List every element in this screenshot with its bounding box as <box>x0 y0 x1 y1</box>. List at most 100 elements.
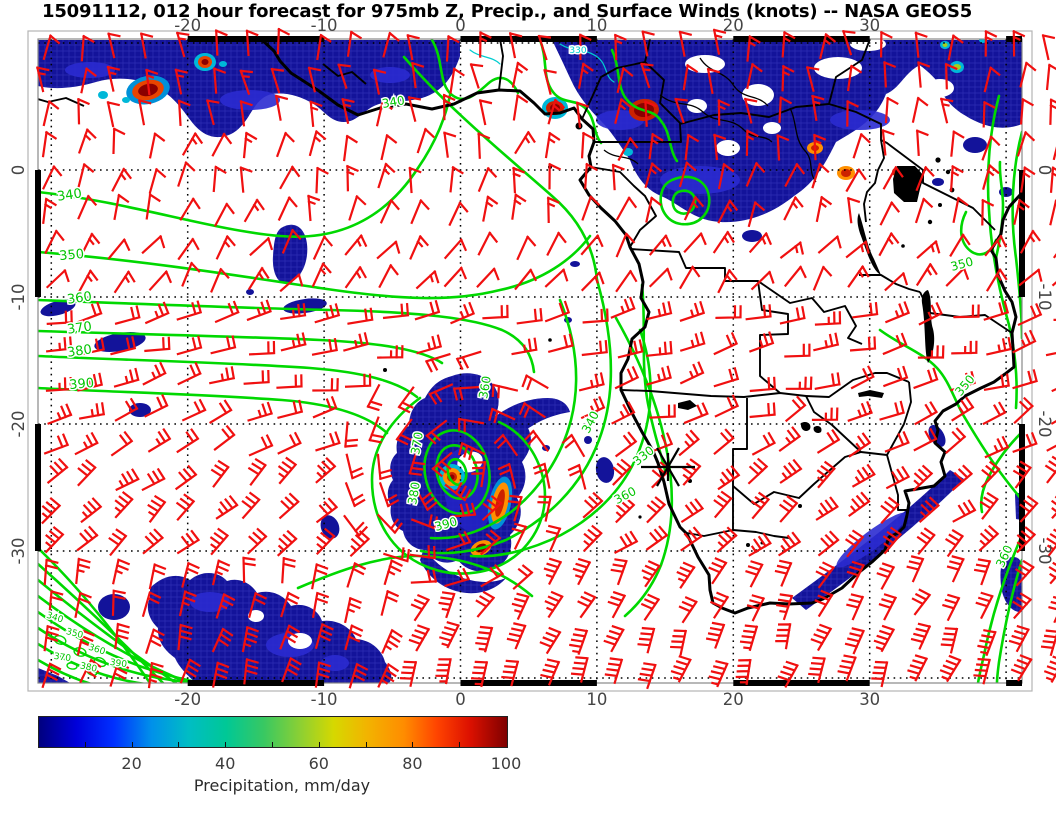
wind-barb <box>779 306 806 325</box>
axis-labels: -20 -20 -10 -10 0 0 10 10 20 20 30 30 0 0 -10 -10 -20 -20… <box>9 16 1054 709</box>
wind-barb <box>415 269 440 290</box>
wind-barb <box>507 494 523 522</box>
wind-barb <box>545 524 562 553</box>
wind-barb <box>181 398 207 422</box>
map-plot: 340 350 360 370 380 390 340 360 370 380 390 340 330 3… <box>9 16 1056 709</box>
wind-barb <box>1046 444 1056 452</box>
wind-barb <box>446 530 472 552</box>
wind-barb <box>1012 29 1026 57</box>
wind-barb <box>878 593 898 621</box>
wind-barb <box>407 96 422 122</box>
wind-barb <box>680 526 703 552</box>
wind-barb <box>717 162 735 190</box>
wind-barb <box>114 397 139 422</box>
colorbar-tick-label: 100 <box>490 754 522 773</box>
wind-barb <box>603 624 625 653</box>
wind-barb <box>739 624 759 652</box>
colorbar-minor-tick <box>131 742 133 747</box>
contour-label: 370 <box>53 652 72 664</box>
wind-barb <box>491 383 519 399</box>
wind-barb <box>344 373 372 388</box>
wind-barb <box>716 526 738 554</box>
wind-barb <box>148 563 167 590</box>
wind-barb <box>743 97 758 124</box>
wind-barb <box>584 162 598 190</box>
wind-barb <box>643 100 658 127</box>
wind-barb <box>46 310 73 325</box>
wind-barb <box>914 197 934 224</box>
wind-barb <box>982 163 1000 190</box>
wind-barb <box>945 427 967 455</box>
wind-barb <box>846 560 865 589</box>
wind-barb <box>212 165 227 193</box>
wind-barb <box>846 593 865 621</box>
wind-barb <box>344 234 368 256</box>
wind-barb <box>683 195 705 221</box>
wind-barb <box>344 481 366 508</box>
wind-barb <box>111 558 131 585</box>
wind-barb <box>544 300 571 323</box>
wind-barb <box>277 196 298 221</box>
lon-axis-label-top: 20 <box>723 16 744 35</box>
wind-barb <box>950 370 976 392</box>
wind-barb <box>516 235 537 261</box>
wind-barb <box>206 99 220 126</box>
wind-barb <box>425 419 448 445</box>
wind-barb <box>175 31 190 58</box>
wind-barb <box>115 468 140 492</box>
plot-window-border <box>27 30 1033 692</box>
wind-barb <box>380 589 400 616</box>
wind-barb <box>343 332 369 352</box>
wind-barb <box>243 658 259 685</box>
wind-barb <box>779 458 803 484</box>
wind-barb <box>951 340 978 355</box>
wind-barb <box>819 32 837 60</box>
wind-barb <box>41 130 58 158</box>
wind-barb <box>247 401 273 422</box>
wind-barb <box>985 268 1008 292</box>
wind-barb <box>475 590 496 618</box>
wind-barb <box>815 496 839 521</box>
wind-barb <box>914 401 938 426</box>
wind-barb <box>570 656 589 683</box>
wind-barb <box>544 268 569 288</box>
wind-barb <box>314 303 341 324</box>
wind-barb <box>213 424 236 451</box>
wind-barb <box>344 624 364 651</box>
wind-barb <box>984 435 1010 459</box>
wind-barb <box>106 101 121 128</box>
wind-barb <box>917 345 945 359</box>
lat-axis-label-left: -30 <box>9 538 28 565</box>
wind-barb <box>311 591 330 618</box>
wind-barb <box>210 267 230 293</box>
wind-barb <box>849 336 877 352</box>
wind-barb <box>717 268 738 294</box>
colorbar-minor-tick <box>365 742 367 747</box>
lon-axis-label-bottom: -10 <box>311 690 338 709</box>
wind-barb <box>878 232 900 257</box>
wind-barb <box>817 530 840 557</box>
wind-barb <box>781 30 796 58</box>
wind-barb <box>277 431 302 455</box>
star-marker <box>641 447 695 487</box>
wind-barb <box>518 401 547 419</box>
wind-barb <box>783 196 804 221</box>
contour-label: 380 <box>405 481 423 506</box>
wind-barb <box>76 97 90 125</box>
wind-barb <box>210 335 237 355</box>
lon-axis-label-bottom: -20 <box>174 690 201 709</box>
wind-barb <box>906 555 925 583</box>
wind-barb <box>276 374 303 389</box>
wind-barb <box>372 68 387 95</box>
wind-barb <box>676 561 696 589</box>
wind-barb <box>144 301 170 325</box>
contour-label: 380 <box>66 342 93 360</box>
wind-barb <box>715 305 742 320</box>
wind-barb <box>181 561 200 588</box>
wind-barb <box>410 199 430 225</box>
wind-barb <box>414 299 441 321</box>
wind-barb <box>712 230 735 254</box>
colorbar-minor-tick <box>178 742 180 747</box>
wind-barb <box>916 240 941 259</box>
wind-barb <box>112 127 126 155</box>
